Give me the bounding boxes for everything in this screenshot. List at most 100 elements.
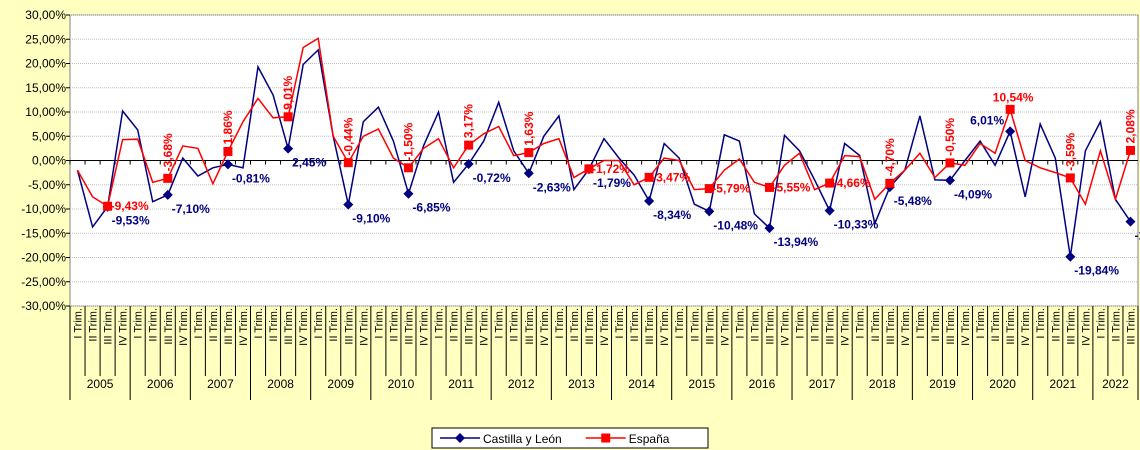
data-label: 3,17% (462, 104, 476, 138)
marker (1005, 104, 1015, 114)
x-tick-label: I Trim. (434, 308, 446, 339)
data-label: -4,66% (833, 176, 871, 190)
data-label: 6,01% (970, 113, 1004, 127)
x-tick-label: IV Trim. (960, 308, 972, 346)
data-label: -6,85% (412, 201, 450, 215)
data-label: -8,34% (653, 208, 691, 222)
x-tick-label: IV Trim. (659, 308, 671, 346)
x-tick-label: II Trim. (449, 308, 461, 342)
marker (764, 223, 775, 234)
y-tick-label: -5,00% (28, 178, 66, 192)
x-tick-label: IV Trim. (358, 308, 370, 346)
x-tick-label: III Trim. (885, 308, 897, 345)
x-tick-label: III Trim. (644, 308, 656, 345)
y-tick-label: 20,00% (25, 57, 66, 71)
year-label: 2010 (388, 377, 415, 391)
x-tick-label: I Trim. (614, 308, 626, 339)
x-tick-label: III Trim. (403, 308, 415, 345)
marker (523, 168, 534, 179)
x-tick-label: I Trim. (73, 308, 85, 339)
data-label: 9,01% (281, 75, 295, 109)
data-label: -4,70% (883, 138, 897, 176)
year-label: 2020 (989, 377, 1016, 391)
year-label: 2012 (508, 377, 535, 391)
y-tick-label: 0,00% (32, 154, 66, 168)
x-tick-label: III Trim. (704, 308, 716, 345)
marker (704, 184, 714, 194)
x-tick-label: IV Trim. (479, 308, 491, 346)
x-tick-label: IV Trim. (1020, 308, 1032, 346)
data-label: -3,59% (1063, 133, 1077, 171)
x-tick-label: III Trim. (464, 308, 476, 345)
marker (463, 158, 474, 169)
x-tick-label: I Trim. (975, 308, 987, 339)
year-label: 2011 (448, 377, 474, 391)
marker (1005, 126, 1016, 137)
marker (825, 178, 835, 188)
series-line (76, 37, 1132, 208)
marker (945, 158, 955, 168)
x-tick-label: IV Trim. (238, 308, 250, 346)
marker (163, 173, 173, 183)
data-label: -1,79% (593, 176, 631, 190)
y-tick-label: -15,00% (21, 226, 66, 240)
marker (283, 143, 294, 154)
marker (644, 172, 654, 182)
y-tick-label: 5,00% (32, 129, 66, 143)
x-tick-label: III Trim. (1065, 308, 1077, 345)
marker (704, 206, 715, 217)
data-label: -5,79% (712, 182, 750, 196)
marker (162, 189, 173, 200)
y-tick-label: -20,00% (21, 251, 66, 265)
x-tick-label: IV Trim. (118, 308, 130, 346)
x-tick-label: III Trim. (1005, 308, 1017, 345)
x-tick-label: IV Trim. (599, 308, 611, 346)
y-tick-label: 25,00% (25, 32, 66, 46)
x-tick-label: IV Trim. (298, 308, 310, 346)
x-tick-label: IV Trim. (900, 308, 912, 346)
x-tick-label: I Trim. (1035, 308, 1047, 339)
x-tick-label: I Trim. (193, 308, 205, 339)
year-label: 2006 (147, 377, 174, 391)
legend-label: Castilla y León (483, 432, 562, 446)
x-tick-label: II Trim. (870, 308, 882, 342)
x-tick-label: I Trim. (133, 308, 145, 339)
y-tick-label: 30,00% (25, 8, 66, 22)
year-label: 2019 (929, 377, 956, 391)
marker (1065, 251, 1076, 262)
legend-label: España (629, 432, 670, 446)
year-label: 2009 (327, 377, 354, 391)
x-tick-label: II Trim. (1110, 308, 1122, 342)
data-label: -5,55% (772, 180, 810, 194)
marker (403, 163, 413, 173)
marker (824, 205, 835, 216)
legend: Castilla y León España (431, 427, 709, 449)
marker (644, 195, 655, 206)
data-label: -2,63% (533, 180, 571, 194)
x-tick-label: III Trim. (343, 308, 355, 345)
x-tick-label: II Trim. (629, 308, 641, 342)
x-tick-label: II Trim. (990, 308, 1002, 342)
marker (1125, 145, 1135, 155)
series-line (76, 48, 1132, 257)
x-tick-label: III Trim. (584, 308, 596, 345)
data-label: -13,94% (773, 235, 818, 249)
x-tick-label: II Trim. (1050, 308, 1062, 342)
x-tick-label: I Trim. (313, 308, 325, 339)
x-tick-label: II Trim. (328, 308, 340, 342)
data-label: -0,50% (943, 118, 957, 156)
marker (464, 140, 474, 150)
x-tick-label: IV Trim. (418, 308, 430, 346)
x-tick-label: IV Trim. (178, 308, 190, 346)
y-tick-label: -25,00% (21, 275, 66, 289)
data-label: -4,09% (954, 187, 992, 201)
data-label: -0,81% (232, 171, 270, 185)
data-label: -9,43% (111, 199, 149, 213)
data-label: 2,45% (292, 156, 326, 170)
x-tick-label: IV Trim. (539, 308, 551, 346)
data-label: -1,50% (401, 122, 415, 160)
data-label: 1,63% (522, 111, 536, 145)
x-tick-label: I Trim. (253, 308, 265, 339)
data-label: 10,54% (993, 90, 1034, 104)
